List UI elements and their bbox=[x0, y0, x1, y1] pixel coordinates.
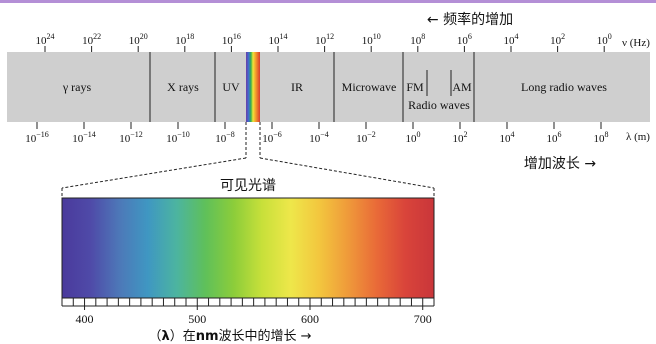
wave-tick-label: 10−8 bbox=[215, 130, 235, 145]
freq-tick-label: 1016 bbox=[222, 32, 241, 47]
caption-rest: 波长中的增长 → bbox=[219, 328, 312, 344]
zoom-line-left-diagonal bbox=[61, 157, 247, 189]
caption-mid: ）在 bbox=[170, 329, 196, 344]
band-label-radio-waves: Radio waves bbox=[408, 98, 470, 112]
ruler-label: 600 bbox=[301, 312, 319, 326]
nm-ruler bbox=[61, 297, 435, 310]
band-label-ir: IR bbox=[291, 80, 303, 94]
band-separators bbox=[149, 52, 475, 122]
freq-tick-label: 100 bbox=[597, 32, 612, 47]
freq-tick-label: 1020 bbox=[129, 32, 148, 47]
freq-tick-label: 102 bbox=[550, 32, 565, 47]
freq-tick-label: 1010 bbox=[362, 32, 381, 47]
ruler-label: 400 bbox=[76, 312, 94, 326]
freq-tick-label: 1018 bbox=[175, 32, 194, 47]
wavelength-axis: 10−16 10−14 10−12 10−10 10−8 10−6 10−4 10−2 100 1… bbox=[25, 122, 609, 145]
ruler-label: 700 bbox=[414, 312, 432, 326]
band-label-uv: UV bbox=[222, 80, 240, 94]
wave-tick-label: 102 bbox=[453, 130, 468, 145]
caption-nm: nm bbox=[196, 329, 219, 344]
freq-tick-label: 106 bbox=[457, 32, 472, 47]
band-label-gamma: γ rays bbox=[62, 80, 92, 94]
band-label-fm: FM bbox=[406, 80, 424, 94]
freq-tick-label: 1022 bbox=[82, 32, 101, 47]
visible-spectrum-title: 可见光谱 bbox=[220, 178, 276, 194]
ruler-label: 500 bbox=[188, 312, 206, 326]
freq-tick-label: 1024 bbox=[36, 32, 55, 47]
wavelength-caption: （λ）在nm波长中的增长 → bbox=[148, 328, 311, 344]
wave-tick-label: 100 bbox=[406, 130, 421, 145]
frequency-axis: 1024 1022 1020 1018 1016 1014 1012 1010 108 106 10… bbox=[36, 32, 612, 52]
freq-tick-label: 108 bbox=[410, 32, 425, 47]
wave-tick-label: 10−10 bbox=[166, 130, 190, 145]
wave-tick-label: 10−4 bbox=[309, 130, 329, 145]
zoom-line-right-diagonal bbox=[259, 157, 435, 189]
freq-tick-label: 1014 bbox=[269, 32, 288, 47]
band-label-xray: X rays bbox=[167, 80, 199, 94]
frequency-increase-label: ← 频率的增加 bbox=[427, 11, 513, 28]
wave-tick-label: 10−2 bbox=[356, 130, 376, 145]
band-background bbox=[7, 52, 650, 122]
wave-tick-label: 10−16 bbox=[25, 130, 49, 145]
visible-spectrum-gradient bbox=[61, 197, 435, 299]
caption-prefix: （ bbox=[148, 329, 161, 344]
wave-tick-label: 10−6 bbox=[262, 130, 282, 145]
wave-tick-label: 106 bbox=[547, 130, 562, 145]
freq-tick-label: 1012 bbox=[315, 32, 334, 47]
wavelength-increase-label: 增加波长 → bbox=[524, 156, 596, 172]
caption-lambda: λ bbox=[161, 329, 169, 344]
freq-tick-label: 104 bbox=[504, 32, 519, 47]
wavelength-unit-label: λ (m) bbox=[626, 131, 650, 143]
wave-tick-label: 104 bbox=[500, 130, 515, 145]
visible-light-strip bbox=[246, 52, 260, 122]
wave-tick-label: 108 bbox=[594, 130, 609, 145]
top-decoration-strip bbox=[0, 0, 656, 3]
band-label-microwave: Microwave bbox=[342, 80, 397, 94]
zoom-connector-lines bbox=[61, 122, 435, 196]
band-label-am: AM bbox=[452, 80, 472, 94]
frequency-unit-label: ν (Hz) bbox=[622, 37, 650, 49]
wave-tick-label: 10−14 bbox=[72, 130, 96, 145]
nm-ruler-labels: 400 500 600 700 bbox=[76, 312, 432, 326]
band-label-long-radio: Long radio waves bbox=[521, 80, 607, 94]
wave-tick-label: 10−12 bbox=[119, 130, 143, 145]
